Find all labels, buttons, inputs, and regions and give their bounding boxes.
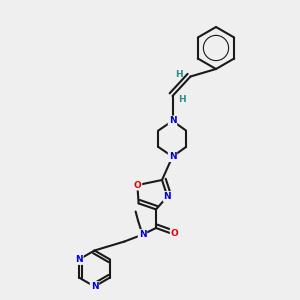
- Text: N: N: [169, 152, 176, 161]
- Text: N: N: [164, 192, 171, 201]
- Text: O: O: [134, 181, 141, 190]
- Text: N: N: [91, 282, 98, 291]
- Text: H: H: [178, 94, 185, 103]
- Text: N: N: [75, 255, 83, 264]
- Text: H: H: [175, 70, 183, 79]
- Text: O: O: [171, 229, 178, 238]
- Text: N: N: [139, 230, 146, 239]
- Text: N: N: [169, 116, 176, 125]
